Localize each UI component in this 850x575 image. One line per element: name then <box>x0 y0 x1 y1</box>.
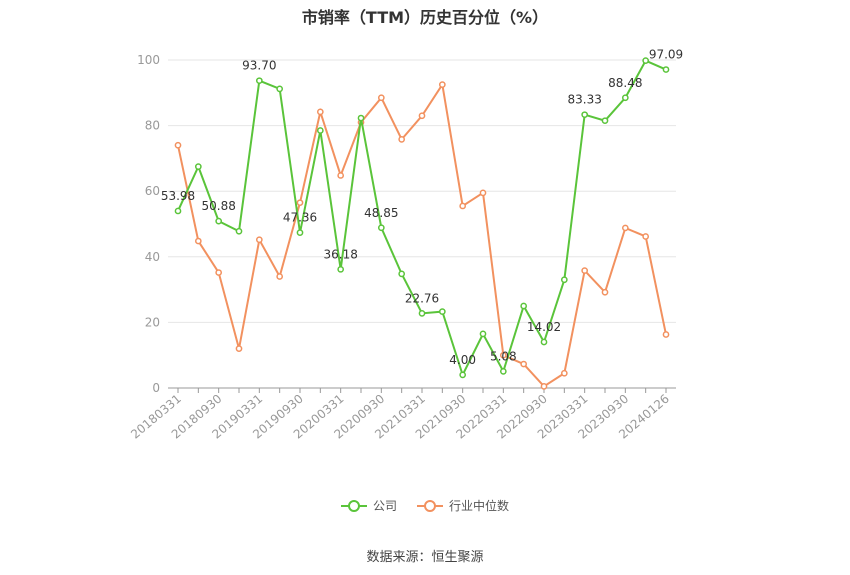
y-tick-label: 100 <box>137 53 160 67</box>
data-point[interactable] <box>479 189 487 197</box>
data-label: 14.02 <box>527 320 561 334</box>
data-labels: 53.98 50.88 93.70 47.36 36.18 48.85 22.76 4.00 5… <box>161 48 683 367</box>
data-point[interactable] <box>398 270 406 278</box>
data-point[interactable] <box>174 207 182 215</box>
data-point[interactable] <box>235 345 243 352</box>
data-point[interactable] <box>438 81 446 88</box>
data-point[interactable] <box>581 267 589 274</box>
y-tick-label: 80 <box>145 119 160 133</box>
legend-industry-marker <box>417 499 443 512</box>
data-point[interactable] <box>215 269 223 276</box>
legend-company-label: 公司 <box>372 499 397 513</box>
data-point[interactable] <box>418 309 426 317</box>
data-point[interactable] <box>276 85 284 93</box>
data-label: 53.98 <box>161 189 195 203</box>
data-point[interactable] <box>459 202 467 210</box>
data-label: 22.76 <box>405 291 439 305</box>
y-tick-label: 20 <box>145 315 160 329</box>
data-source: 数据来源：恒生聚源 <box>366 550 484 565</box>
data-point[interactable] <box>316 127 324 134</box>
legend: 公司 行业中位数 <box>0 497 850 514</box>
data-point[interactable] <box>459 371 467 379</box>
data-point[interactable] <box>662 66 670 73</box>
series-line-1 <box>177 81 667 388</box>
data-label: 4.00 <box>449 353 476 367</box>
data-point[interactable] <box>316 108 324 116</box>
data-label: 83.33 <box>567 93 601 107</box>
data-point[interactable] <box>194 163 202 170</box>
data-point[interactable] <box>560 369 568 377</box>
legend-company-marker <box>340 499 367 512</box>
data-point[interactable] <box>520 360 528 368</box>
data-label: 93.70 <box>242 59 276 73</box>
data-point[interactable] <box>174 141 182 149</box>
data-point[interactable] <box>255 236 263 244</box>
data-label: 36.18 <box>323 247 357 261</box>
data-point[interactable] <box>642 57 650 65</box>
data-point[interactable] <box>398 136 406 143</box>
data-point[interactable] <box>194 237 202 245</box>
data-point[interactable] <box>377 94 385 102</box>
data-point[interactable] <box>540 338 548 346</box>
data-point[interactable] <box>642 233 650 240</box>
data-point[interactable] <box>621 224 629 232</box>
data-point[interactable] <box>255 77 263 85</box>
data-label: 97.09 <box>649 48 683 62</box>
data-point[interactable] <box>276 273 284 280</box>
data-label: 50.88 <box>201 199 235 213</box>
y-tick-label: 60 <box>145 184 160 198</box>
data-point[interactable] <box>438 308 446 315</box>
data-point[interactable] <box>581 111 589 119</box>
data-label: 48.85 <box>364 206 398 220</box>
data-point[interactable] <box>215 217 223 225</box>
data-point[interactable] <box>662 331 670 338</box>
data-point[interactable] <box>520 302 528 310</box>
data-point[interactable] <box>540 383 548 390</box>
data-point[interactable] <box>296 229 304 237</box>
data-point[interactable] <box>337 172 345 179</box>
legend-item-industry-median[interactable]: 行业中位数 <box>417 497 509 514</box>
data-point[interactable] <box>601 117 609 125</box>
data-point[interactable] <box>560 276 568 284</box>
series <box>174 57 670 390</box>
y-tick-label: 40 <box>145 250 160 264</box>
data-point[interactable] <box>499 367 507 375</box>
y-tick-label: 0 <box>152 381 160 395</box>
data-point[interactable] <box>479 330 487 338</box>
data-point[interactable] <box>601 288 609 296</box>
data-point[interactable] <box>337 265 345 273</box>
data-point[interactable] <box>621 94 629 102</box>
data-point[interactable] <box>418 112 426 120</box>
legend-item-company[interactable]: 公司 <box>340 497 397 514</box>
legend-industry-label: 行业中位数 <box>449 499 510 513</box>
data-label: 5.08 <box>490 349 517 363</box>
chart-title: 市销率（TTM）历史百分位（%） <box>301 8 549 27</box>
data-point[interactable] <box>235 227 243 235</box>
data-label: 47.36 <box>283 211 317 225</box>
series-line-0 <box>177 59 667 378</box>
data-point[interactable] <box>377 224 385 232</box>
data-label: 88.48 <box>608 76 642 90</box>
axes: 0204060801002018033120180930201903312019… <box>128 53 676 442</box>
data-point[interactable] <box>296 199 304 207</box>
data-point[interactable] <box>499 351 507 359</box>
data-point[interactable] <box>357 114 365 122</box>
grid-lines <box>168 59 676 323</box>
